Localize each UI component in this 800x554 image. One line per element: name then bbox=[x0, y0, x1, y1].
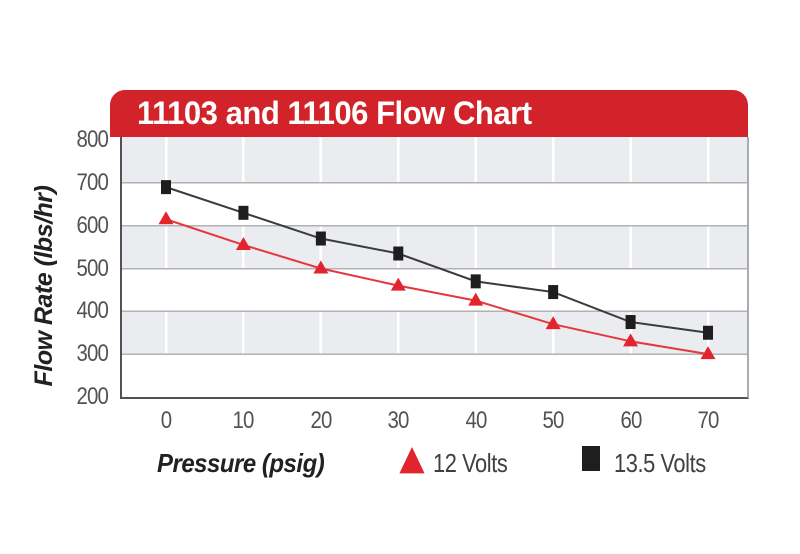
data-point-triangle bbox=[390, 277, 406, 291]
series-line-triangle bbox=[165, 218, 709, 356]
data-point-triangle bbox=[313, 260, 329, 274]
x-tick-label: 60 bbox=[620, 407, 642, 434]
square-marker-icon bbox=[582, 446, 600, 471]
x-axis-title: Pressure (psig) bbox=[157, 448, 325, 478]
data-point-triangle bbox=[158, 211, 174, 225]
data-point-square bbox=[161, 180, 171, 195]
triangle-marker-icon bbox=[399, 447, 425, 474]
y-axis-title: Flow Rate (lbs/hr) bbox=[30, 185, 58, 387]
y-tick-label: 700 bbox=[76, 168, 109, 196]
data-point-triangle bbox=[468, 292, 484, 306]
data-point-square bbox=[625, 315, 636, 330]
y-tick-label: 300 bbox=[76, 340, 109, 368]
x-tick-label: 0 bbox=[160, 407, 172, 434]
legend-label-13-5-volts: 13.5 Volts bbox=[614, 448, 706, 478]
x-tick-label: 40 bbox=[465, 407, 487, 434]
x-tick-label: 20 bbox=[310, 407, 332, 434]
grid-band bbox=[122, 311, 747, 355]
x-tick-label: 30 bbox=[387, 407, 410, 434]
x-tick-label: 10 bbox=[232, 407, 255, 434]
data-point-triangle bbox=[623, 333, 639, 347]
y-tick-label: 500 bbox=[76, 254, 109, 282]
y-tick-label: 200 bbox=[76, 383, 109, 410]
data-point-square bbox=[548, 285, 559, 300]
data-point-triangle bbox=[545, 316, 561, 330]
x-tick-label: 70 bbox=[697, 407, 720, 434]
chart-header: 11103 and 11106 Flow Chart bbox=[110, 90, 748, 137]
legend-label-12-volts: 12 Volts bbox=[433, 448, 508, 478]
data-point-triangle bbox=[235, 236, 251, 250]
grid-band bbox=[122, 137, 747, 183]
y-tick-label: 600 bbox=[76, 211, 109, 239]
data-point-square bbox=[393, 246, 404, 261]
y-tick-label: 800 bbox=[76, 126, 109, 153]
chart-canvas bbox=[122, 137, 747, 397]
data-point-square bbox=[703, 325, 714, 340]
y-tick-label: 400 bbox=[76, 297, 109, 325]
data-point-square bbox=[238, 205, 249, 220]
series-line-square bbox=[165, 186, 709, 334]
grid-band bbox=[122, 225, 747, 269]
plot-area bbox=[120, 137, 749, 399]
data-point-triangle bbox=[700, 346, 716, 360]
data-point-square bbox=[315, 231, 326, 246]
legend bbox=[399, 447, 425, 474]
data-point-square bbox=[470, 274, 481, 289]
x-tick-label: 50 bbox=[542, 407, 565, 434]
chart-title: 11103 and 11106 Flow Chart bbox=[137, 95, 532, 131]
